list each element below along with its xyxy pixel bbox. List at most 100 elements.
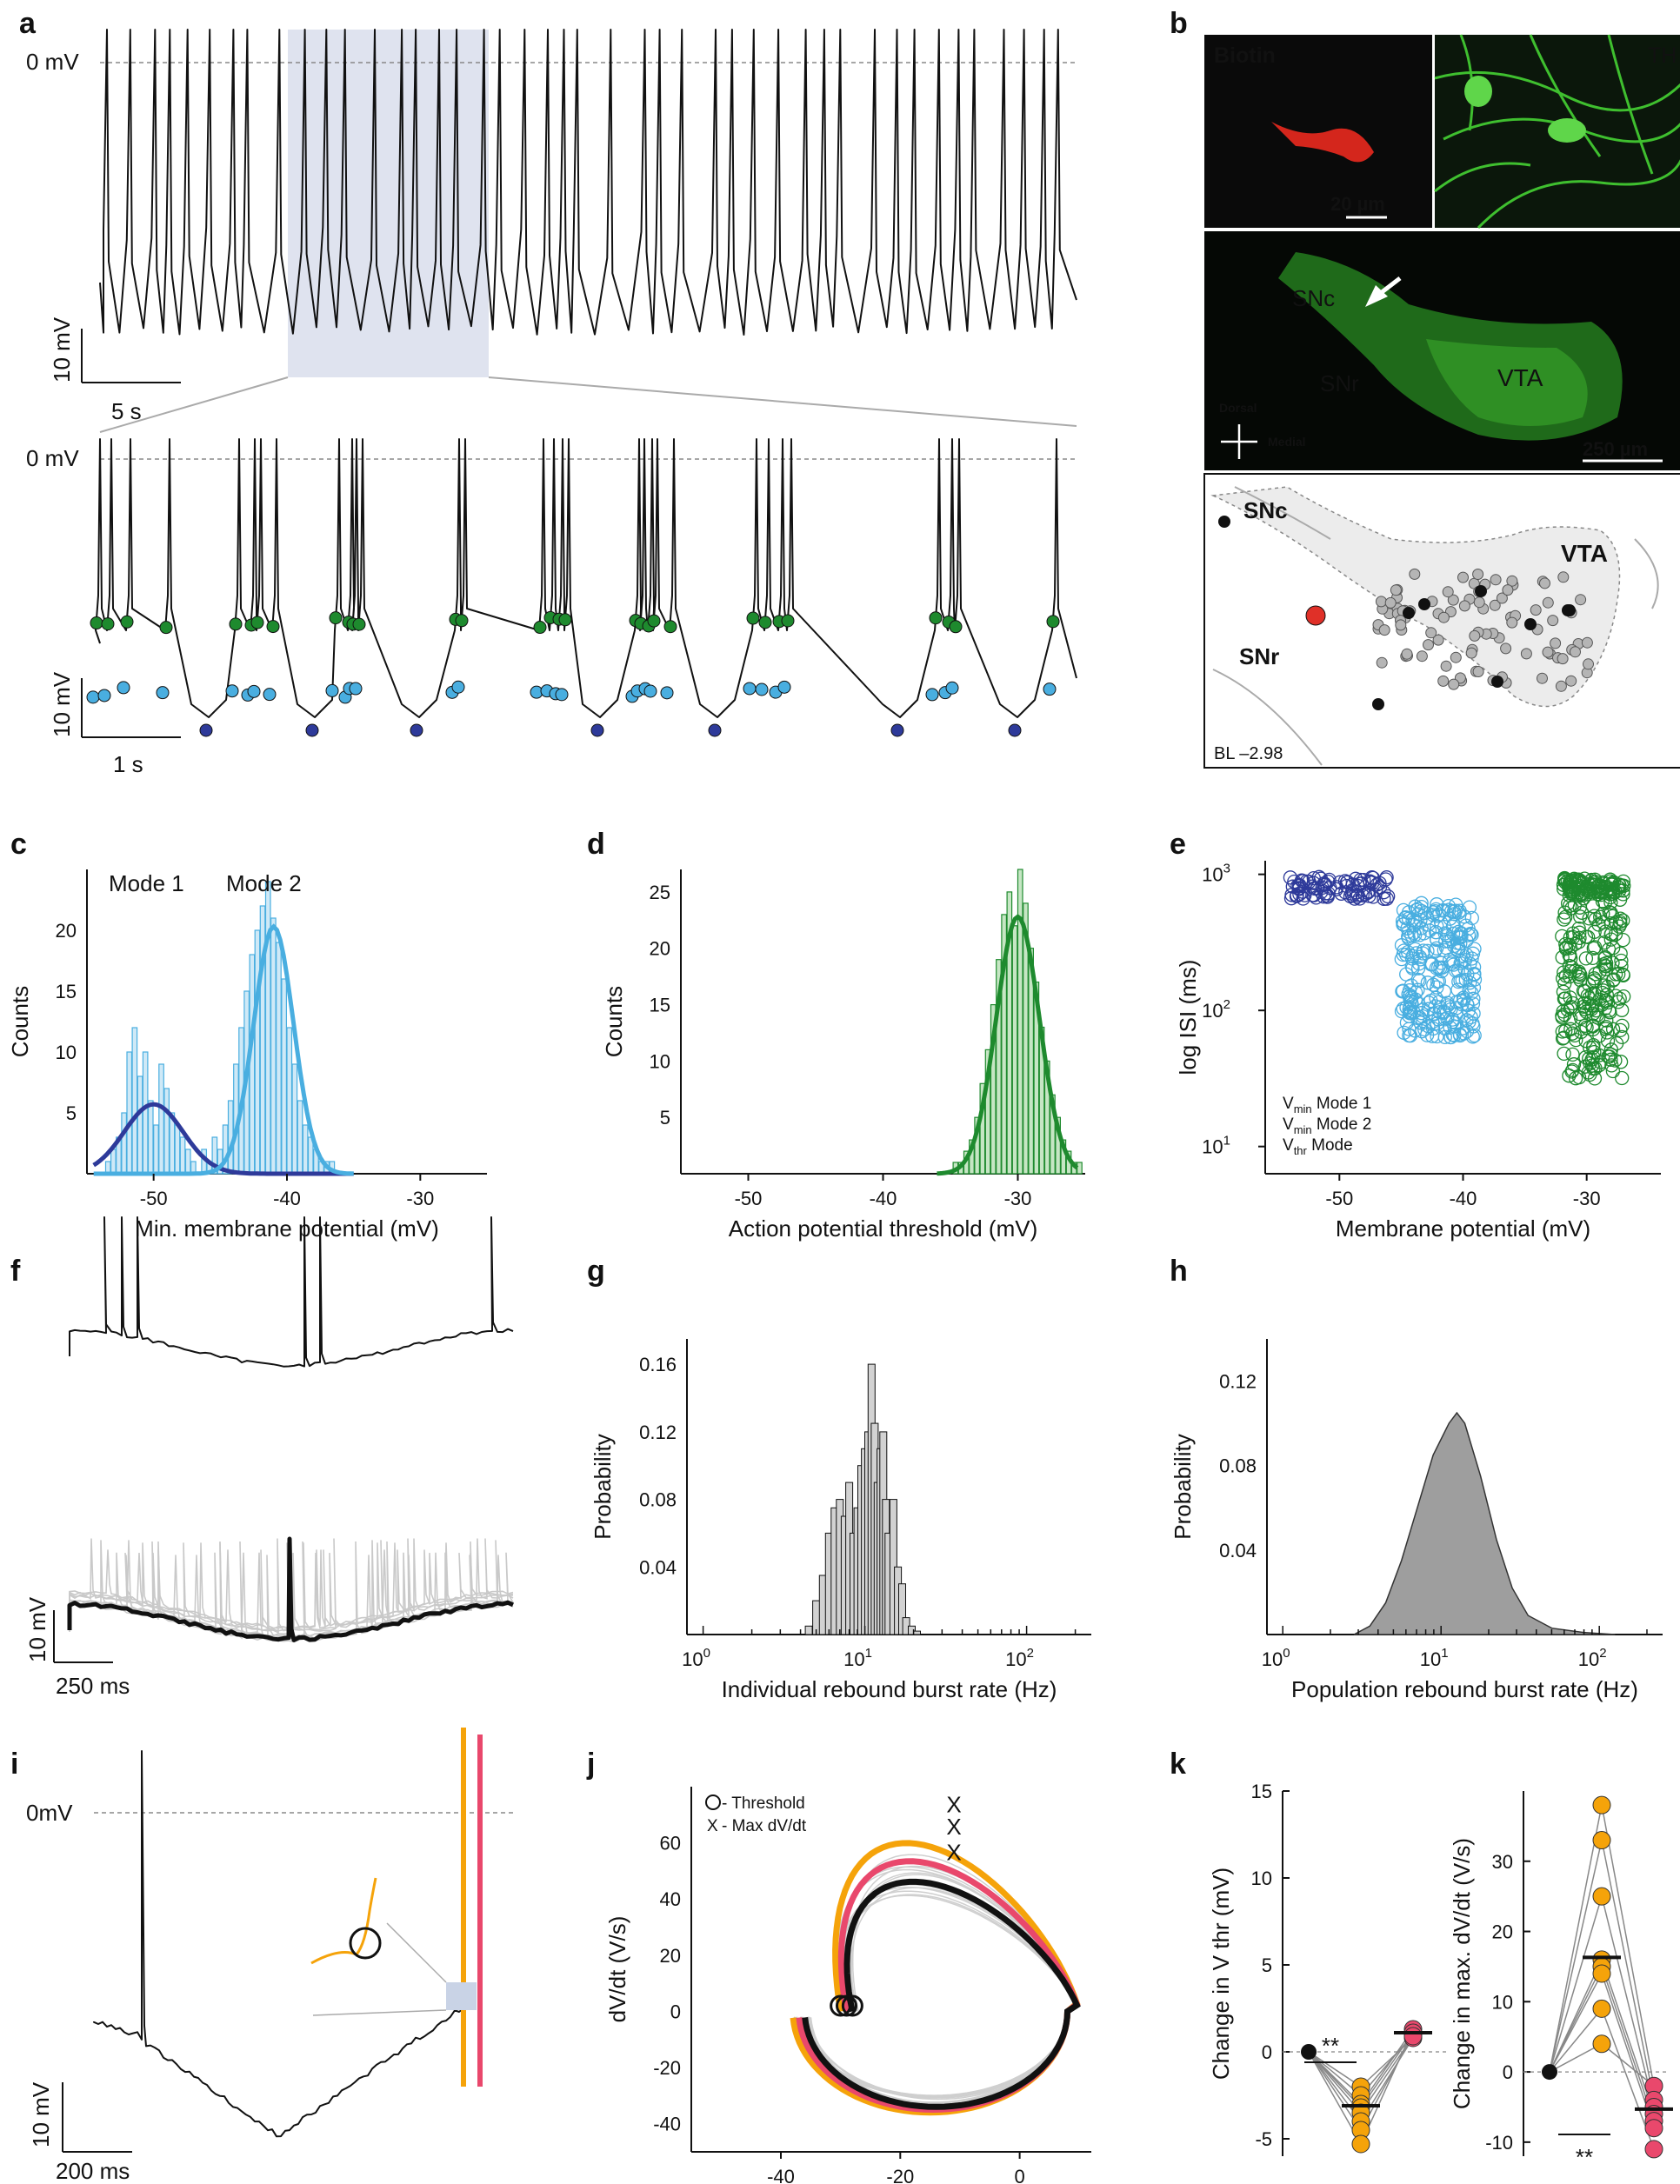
isi-point [1615, 1070, 1630, 1086]
isi-point [1430, 975, 1445, 989]
isi-point [1425, 905, 1441, 920]
isi-point [1557, 1046, 1571, 1062]
labelled-cell-dot [1562, 604, 1574, 616]
cell-location-dot [1542, 596, 1554, 609]
atlas-contour-2 [1212, 669, 1323, 766]
isi-point [1459, 933, 1474, 948]
panel-f: f 250 ms 10 mV [10, 1216, 515, 1699]
isi-point [1451, 905, 1466, 920]
x-axis-label: Min. membrane potential (mV) [135, 1215, 439, 1242]
cell-location-dot [1401, 648, 1413, 660]
y-tick-label: 0.04 [1219, 1540, 1257, 1561]
isi-point [1578, 1059, 1593, 1074]
cell-location-dot [1496, 592, 1508, 604]
threshold-circle [830, 1994, 852, 2017]
isi-point [1600, 1033, 1616, 1049]
cell-location-dot [1537, 672, 1548, 684]
labelled-cell-dot [1475, 585, 1487, 597]
probability-bar [913, 1630, 921, 1635]
isi-point [1403, 1006, 1418, 1021]
pink-point [1644, 2119, 1663, 2138]
isi-point [1612, 915, 1628, 929]
isi-point [1555, 929, 1570, 944]
cell-location-dot [1575, 594, 1587, 606]
y-tick-label: 0.12 [639, 1422, 677, 1443]
isi-point [1289, 889, 1304, 903]
y-tick-label: 20 [660, 1945, 681, 1967]
isi-point [1430, 932, 1444, 948]
isi-point [1458, 972, 1473, 988]
x-axis-label: Action potential threshold (mV) [729, 1215, 1038, 1242]
isi-point [1615, 1029, 1630, 1045]
cell-location-dot [1570, 646, 1581, 658]
x-tick-label: -40 [273, 1188, 301, 1209]
x-tick-label: -30 [406, 1188, 434, 1209]
x-tick-label: -40 [767, 2166, 795, 2184]
cell-location-dot [1465, 647, 1477, 659]
vmin-mode1-dot [590, 723, 604, 737]
isi-point [1605, 1063, 1621, 1079]
threshold-circle [836, 1994, 858, 2017]
atlas-contour-3 [1634, 538, 1659, 609]
isi-point [1555, 1031, 1570, 1046]
y-axis-label: Change in max. dV/dt (V/s) [1449, 1838, 1475, 2109]
x-tick-label: -40 [1450, 1188, 1477, 1209]
voltage-scale-lower: 10 mV [49, 671, 75, 737]
histogram-bar [291, 1063, 298, 1175]
histogram-bar [179, 1136, 186, 1175]
isi-point [1429, 941, 1444, 956]
isi-point [1557, 872, 1572, 888]
isi-point [1394, 951, 1409, 967]
panel-g-label: g [587, 1255, 605, 1288]
probability-bar [898, 1583, 906, 1635]
y-tick-label: 5 [1262, 1954, 1272, 1976]
x-tick-label: 101 [843, 1646, 872, 1670]
paired-line [1308, 2051, 1362, 2087]
isi-point [1565, 1062, 1580, 1078]
isi-point [1596, 906, 1610, 922]
histogram-bar [249, 954, 256, 1175]
isi-point [1453, 956, 1468, 971]
panel-c-label: c [10, 828, 27, 861]
isi-point [1583, 1040, 1597, 1055]
isi-point [1416, 943, 1430, 958]
isi-point [1446, 904, 1462, 919]
isi-point [1430, 980, 1444, 995]
isi-point [1606, 875, 1621, 889]
isi-point [1394, 1003, 1410, 1019]
isi-point [1429, 925, 1443, 940]
panel-k-label: k [1170, 1748, 1186, 1781]
vthr-dot [558, 613, 572, 627]
probability-bar [908, 1625, 916, 1635]
isi-point [1557, 882, 1571, 896]
isi-point [1588, 912, 1603, 927]
vta-photo-label: VTA [1497, 364, 1543, 391]
isi-point [1296, 874, 1310, 889]
isi-point [1397, 943, 1411, 958]
map-vta-label: VTA [1561, 540, 1608, 567]
paired-line [1549, 1805, 1603, 2073]
vthr-dot [949, 620, 963, 634]
y-tick-label: -5 [1255, 2128, 1272, 2150]
cell-location-dot [1440, 660, 1452, 672]
paired-line [1601, 1959, 1655, 2114]
isi-point [1587, 1071, 1603, 1086]
isi-point [1555, 950, 1570, 965]
y-tick-label: 102 [1202, 997, 1230, 1022]
histogram-bar [126, 1051, 133, 1175]
isi-point [1563, 1022, 1578, 1036]
orange-point [1592, 1999, 1611, 2018]
isi-point [1467, 1028, 1482, 1043]
panel-g-chart: Individual rebound burst rate (Hz) Probab… [590, 1339, 1091, 1702]
dorsal-label: Dorsal [1219, 401, 1257, 415]
zoom-line-left [99, 376, 289, 433]
isi-point [1592, 992, 1607, 1007]
isi-point [1428, 943, 1443, 958]
legend-threshold-label: - Threshold [722, 1794, 805, 1813]
isi-point [1603, 932, 1618, 947]
cell-location-dot [1416, 650, 1428, 663]
map-snr-label: SNr [1239, 643, 1279, 669]
isi-point [1435, 903, 1450, 918]
cell-location-dot [1506, 616, 1518, 629]
isi-point [1586, 1006, 1601, 1021]
